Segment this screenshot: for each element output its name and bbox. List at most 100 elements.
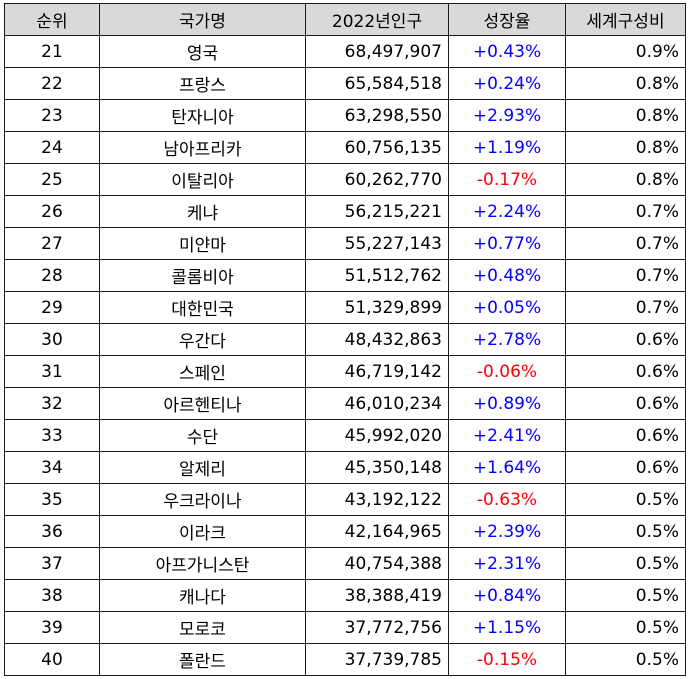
table-body: 21 영국 68,497,907 +0.43% 0.9% 22 프랑스 65,584,518 +… xyxy=(4,35,686,676)
population-cell: 46,010,234 xyxy=(305,387,449,420)
share-cell: 0.6% xyxy=(565,419,686,452)
population-cell: 37,772,756 xyxy=(305,611,449,644)
growth-cell: +0.48% xyxy=(448,259,566,292)
population-cell: 45,350,148 xyxy=(305,451,449,484)
population-cell: 55,227,143 xyxy=(305,227,449,260)
population-cell: 43,192,122 xyxy=(305,483,449,516)
growth-cell: +2.31% xyxy=(448,547,566,580)
population-cell: 68,497,907 xyxy=(305,35,449,68)
table-row: 28 콜롬비아 51,512,762 +0.48% 0.7% xyxy=(4,259,686,292)
rank-cell: 38 xyxy=(4,579,100,612)
population-cell: 65,584,518 xyxy=(305,67,449,100)
country-cell: 프랑스 xyxy=(99,67,306,100)
table-row: 38 캐나다 38,388,419 +0.84% 0.5% xyxy=(4,579,686,612)
rank-cell: 23 xyxy=(4,99,100,132)
country-cell: 우간다 xyxy=(99,323,306,356)
header-share: 세계구성비 xyxy=(565,3,686,36)
population-cell: 40,754,388 xyxy=(305,547,449,580)
share-cell: 0.8% xyxy=(565,163,686,196)
share-cell: 0.7% xyxy=(565,259,686,292)
share-cell: 0.5% xyxy=(565,643,686,676)
rank-cell: 25 xyxy=(4,163,100,196)
share-cell: 0.6% xyxy=(565,387,686,420)
table-row: 39 모로코 37,772,756 +1.15% 0.5% xyxy=(4,611,686,644)
rank-cell: 37 xyxy=(4,547,100,580)
share-cell: 0.7% xyxy=(565,195,686,228)
rank-cell: 35 xyxy=(4,483,100,516)
table-row: 27 미얀마 55,227,143 +0.77% 0.7% xyxy=(4,227,686,260)
header-row: 순위 국가명 2022년인구 성장율 세계구성비 xyxy=(4,3,686,36)
growth-cell: +1.19% xyxy=(448,131,566,164)
growth-cell: +2.39% xyxy=(448,515,566,548)
growth-cell: +0.84% xyxy=(448,579,566,612)
rank-cell: 28 xyxy=(4,259,100,292)
share-cell: 0.5% xyxy=(565,579,686,612)
table-row: 37 아프가니스탄 40,754,388 +2.31% 0.5% xyxy=(4,547,686,580)
growth-cell: +0.05% xyxy=(448,291,566,324)
population-cell: 60,756,135 xyxy=(305,131,449,164)
share-cell: 0.6% xyxy=(565,323,686,356)
table-row: 40 폴란드 37,739,785 -0.15% 0.5% xyxy=(4,643,686,676)
country-cell: 콜롬비아 xyxy=(99,259,306,292)
country-cell: 아프가니스탄 xyxy=(99,547,306,580)
growth-cell: +2.41% xyxy=(448,419,566,452)
population-cell: 51,329,899 xyxy=(305,291,449,324)
growth-cell: +0.24% xyxy=(448,67,566,100)
share-cell: 0.6% xyxy=(565,451,686,484)
rank-cell: 39 xyxy=(4,611,100,644)
share-cell: 0.8% xyxy=(565,131,686,164)
table-row: 26 케냐 56,215,221 +2.24% 0.7% xyxy=(4,195,686,228)
country-cell: 영국 xyxy=(99,35,306,68)
population-cell: 45,992,020 xyxy=(305,419,449,452)
share-cell: 0.9% xyxy=(565,35,686,68)
country-cell: 케냐 xyxy=(99,195,306,228)
rank-cell: 26 xyxy=(4,195,100,228)
country-cell: 폴란드 xyxy=(99,643,306,676)
growth-cell: +2.78% xyxy=(448,323,566,356)
growth-cell: -0.15% xyxy=(448,643,566,676)
growth-cell: +0.43% xyxy=(448,35,566,68)
header-rank: 순위 xyxy=(4,3,100,36)
population-cell: 51,512,762 xyxy=(305,259,449,292)
header-growth: 성장율 xyxy=(448,3,566,36)
table-row: 24 남아프리카 60,756,135 +1.19% 0.8% xyxy=(4,131,686,164)
country-cell: 남아프리카 xyxy=(99,131,306,164)
table-row: 31 스페인 46,719,142 -0.06% 0.6% xyxy=(4,355,686,388)
population-cell: 38,388,419 xyxy=(305,579,449,612)
table-row: 35 우크라이나 43,192,122 -0.63% 0.5% xyxy=(4,483,686,516)
population-cell: 42,164,965 xyxy=(305,515,449,548)
share-cell: 0.6% xyxy=(565,355,686,388)
share-cell: 0.7% xyxy=(565,227,686,260)
table-row: 23 탄자니아 63,298,550 +2.93% 0.8% xyxy=(4,99,686,132)
table-row: 34 알제리 45,350,148 +1.64% 0.6% xyxy=(4,451,686,484)
share-cell: 0.5% xyxy=(565,483,686,516)
share-cell: 0.5% xyxy=(565,515,686,548)
rank-cell: 21 xyxy=(4,35,100,68)
country-cell: 알제리 xyxy=(99,451,306,484)
share-cell: 0.8% xyxy=(565,99,686,132)
growth-cell: +0.89% xyxy=(448,387,566,420)
country-cell: 대한민국 xyxy=(99,291,306,324)
rank-cell: 27 xyxy=(4,227,100,260)
country-cell: 이라크 xyxy=(99,515,306,548)
table-row: 25 이탈리아 60,262,770 -0.17% 0.8% xyxy=(4,163,686,196)
growth-cell: -0.63% xyxy=(448,483,566,516)
country-cell: 스페인 xyxy=(99,355,306,388)
table-row: 22 프랑스 65,584,518 +0.24% 0.8% xyxy=(4,67,686,100)
country-cell: 모로코 xyxy=(99,611,306,644)
country-cell: 우크라이나 xyxy=(99,483,306,516)
growth-cell: -0.06% xyxy=(448,355,566,388)
population-table: 순위 국가명 2022년인구 성장율 세계구성비 21 영국 68,497,907 +… xyxy=(4,3,686,676)
population-cell: 48,432,863 xyxy=(305,323,449,356)
country-cell: 이탈리아 xyxy=(99,163,306,196)
table-row: 30 우간다 48,432,863 +2.78% 0.6% xyxy=(4,323,686,356)
population-cell: 46,719,142 xyxy=(305,355,449,388)
rank-cell: 31 xyxy=(4,355,100,388)
rank-cell: 33 xyxy=(4,419,100,452)
share-cell: 0.8% xyxy=(565,67,686,100)
header-population: 2022년인구 xyxy=(305,3,449,36)
growth-cell: +0.77% xyxy=(448,227,566,260)
table-row: 33 수단 45,992,020 +2.41% 0.6% xyxy=(4,419,686,452)
rank-cell: 30 xyxy=(4,323,100,356)
rank-cell: 40 xyxy=(4,643,100,676)
